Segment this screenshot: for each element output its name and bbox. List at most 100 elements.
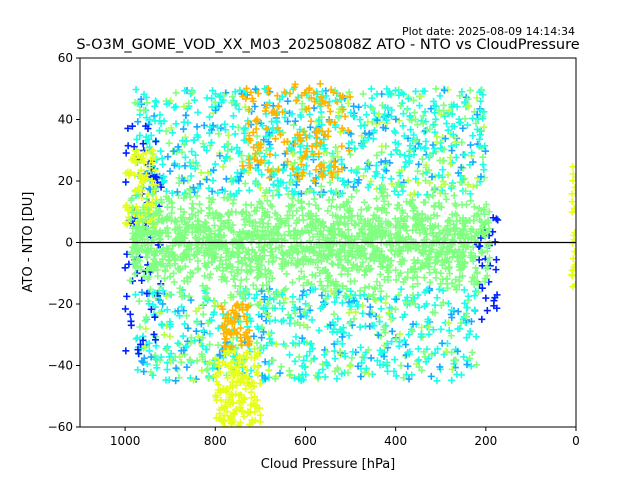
- data-point-blue-edge-left: [139, 336, 147, 344]
- data-point-upper-cloud: [298, 100, 306, 108]
- data-point-lower-cloud: [193, 319, 201, 327]
- data-point-blue-edge-left: [124, 142, 132, 150]
- data-point-upper-cloud: [457, 163, 465, 171]
- data-point-upper-cloud: [383, 116, 391, 124]
- data-point-lower-cloud: [400, 336, 408, 344]
- data-point-lower-cloud: [156, 309, 164, 317]
- data-point-core: [320, 247, 328, 255]
- data-point-core: [337, 214, 345, 222]
- data-point-lower-cloud: [306, 348, 314, 356]
- data-point-core: [314, 264, 322, 272]
- data-point-core: [158, 255, 166, 263]
- data-point-core: [258, 215, 266, 223]
- data-point-upper-cloud: [441, 112, 449, 120]
- data-point-orange-upper: [334, 168, 342, 176]
- data-point-core: [170, 269, 178, 277]
- data-point-core: [411, 204, 419, 212]
- data-point-core: [151, 252, 159, 260]
- data-point-upper-cloud: [404, 176, 412, 184]
- data-point-core: [293, 235, 301, 243]
- data-point-lower-cloud: [303, 352, 311, 360]
- data-point-core: [284, 250, 292, 258]
- data-point-upper-cloud: [379, 174, 387, 182]
- data-point-core: [349, 261, 357, 269]
- data-point-upper-cloud: [476, 106, 484, 114]
- data-point-upper-cloud: [332, 171, 340, 179]
- data-point-core: [356, 212, 364, 220]
- data-point-blue-edge-left: [122, 347, 130, 355]
- data-point-core: [189, 269, 197, 277]
- data-point-lower-cloud: [331, 354, 339, 362]
- data-point-core: [293, 207, 301, 215]
- data-point-core: [382, 209, 390, 217]
- data-point-lower-cloud: [187, 357, 195, 365]
- data-point-core: [144, 206, 152, 214]
- data-point-core: [392, 234, 400, 242]
- data-point-lower-cloud: [264, 299, 272, 307]
- data-point-core: [370, 211, 378, 219]
- data-point-orange-upper: [339, 92, 347, 100]
- data-point-upper-cloud: [421, 108, 429, 116]
- data-point-core: [217, 253, 225, 261]
- data-point-core: [206, 227, 214, 235]
- data-point-core: [376, 252, 384, 260]
- data-point-core: [433, 212, 441, 220]
- data-point-core: [409, 265, 417, 273]
- data-point-core: [299, 211, 307, 219]
- data-point-blue-edge-right: [493, 291, 501, 299]
- data-point-core: [154, 272, 162, 280]
- x-tick-label: 0: [572, 434, 580, 448]
- data-point-core: [185, 240, 193, 248]
- data-point-upper-cloud: [284, 190, 292, 198]
- data-point-upper-cloud: [136, 131, 144, 139]
- data-point-lower-cloud: [143, 360, 151, 368]
- data-point-scatter-zero: [569, 283, 576, 291]
- data-point-blue-edge-left: [124, 124, 132, 132]
- data-point-lower-cloud: [338, 340, 346, 348]
- data-point-upper-cloud: [369, 135, 377, 143]
- data-point-lower-cloud: [139, 358, 147, 366]
- data-point-lower-cloud: [350, 315, 358, 323]
- data-point-upper-cloud: [359, 90, 367, 98]
- data-point-orange-upper: [254, 89, 262, 97]
- data-point-upper-cloud: [203, 146, 211, 154]
- data-point-scatter-zero: [571, 248, 576, 256]
- data-point-upper-cloud: [411, 109, 419, 117]
- data-point-upper-cloud: [362, 111, 370, 119]
- data-point-lower-cloud: [436, 363, 444, 371]
- data-point-core: [404, 268, 412, 276]
- data-point-core: [287, 202, 295, 210]
- data-point-upper-cloud: [451, 138, 459, 146]
- data-point-orange-upper: [254, 118, 262, 126]
- data-point-core: [203, 263, 211, 271]
- data-point-lower-cloud: [334, 338, 342, 346]
- data-point-lower-cloud: [453, 370, 461, 378]
- data-point-upper-cloud: [385, 88, 393, 96]
- data-point-core: [445, 263, 453, 271]
- data-point-core: [234, 288, 242, 296]
- data-point-core: [451, 210, 459, 218]
- data-point-upper-cloud: [437, 111, 445, 119]
- data-point-yellow-tail: [229, 358, 237, 366]
- data-point-upper-cloud: [361, 101, 369, 109]
- data-point-orange-lower: [228, 320, 236, 328]
- data-point-orange-upper: [338, 142, 346, 150]
- data-point-core: [294, 249, 302, 257]
- data-point-core: [332, 285, 340, 293]
- data-point-upper-cloud: [422, 177, 430, 185]
- data-point-upper-cloud: [334, 148, 342, 156]
- data-point-yellow-tail: [244, 409, 252, 417]
- data-point-lower-cloud: [239, 363, 247, 371]
- data-point-core: [136, 209, 144, 217]
- data-point-upper-cloud: [426, 151, 434, 159]
- data-point-lower-cloud: [140, 368, 148, 376]
- data-point-lower-cloud: [149, 290, 157, 298]
- data-point-yellow-left: [151, 154, 159, 162]
- data-point-lower-cloud: [141, 343, 149, 351]
- data-point-core: [329, 196, 337, 204]
- data-point-core: [381, 185, 389, 193]
- data-point-core: [399, 209, 407, 217]
- data-point-yellow-tail: [220, 404, 228, 412]
- data-point-lower-cloud: [199, 334, 207, 342]
- data-point-lower-cloud: [178, 303, 186, 311]
